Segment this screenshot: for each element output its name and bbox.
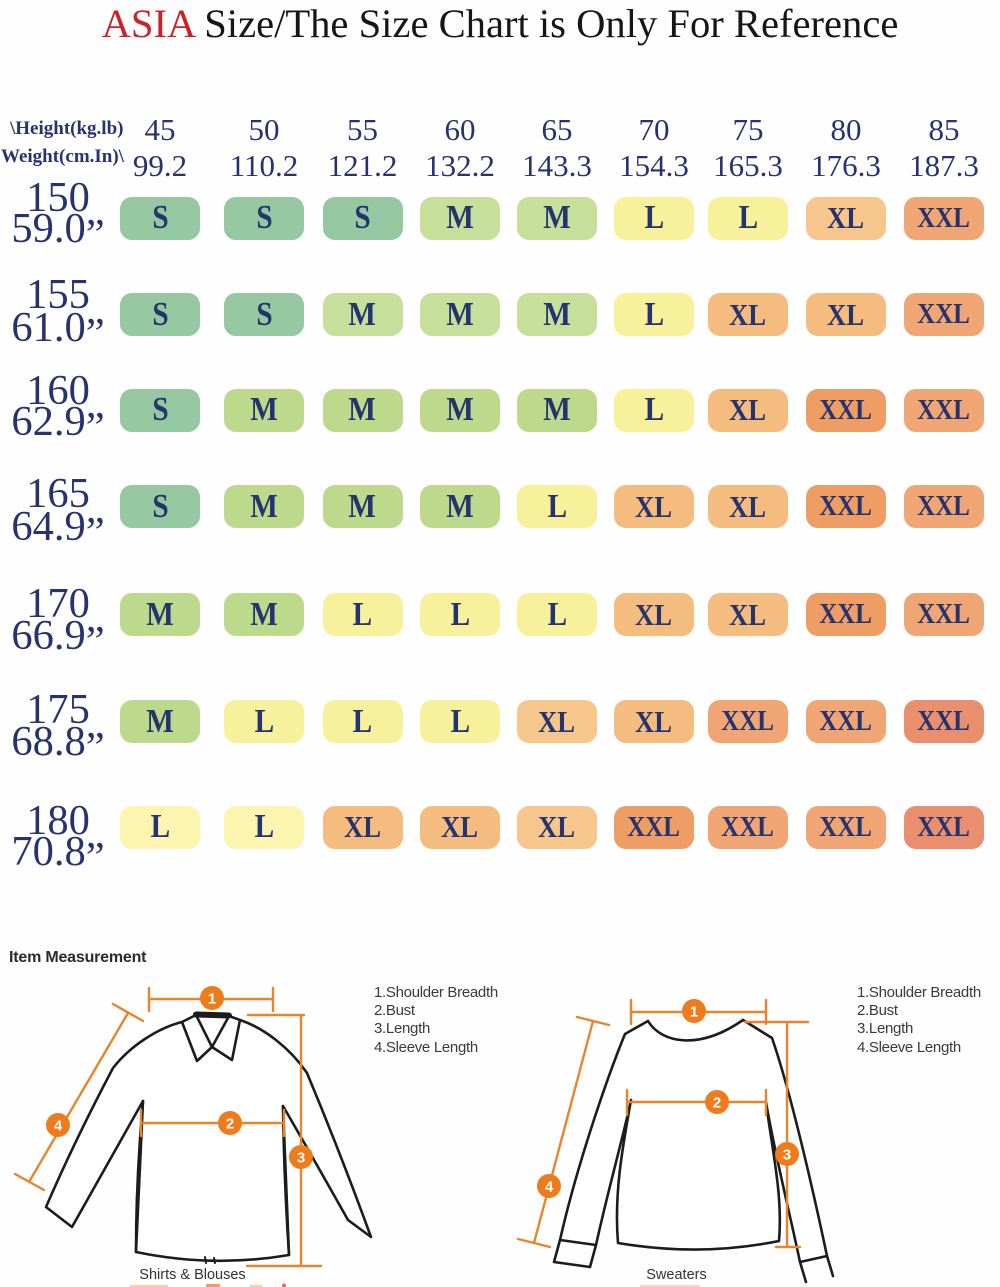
- svg-text:4: 4: [54, 1118, 63, 1135]
- svg-text:4: 4: [545, 1179, 554, 1196]
- svg-text:3: 3: [783, 1147, 791, 1164]
- svg-text:1: 1: [690, 1004, 698, 1021]
- svg-text:3: 3: [297, 1150, 305, 1167]
- svg-text:2: 2: [226, 1116, 234, 1133]
- svg-text:2: 2: [713, 1095, 721, 1112]
- svg-text:1: 1: [208, 991, 216, 1008]
